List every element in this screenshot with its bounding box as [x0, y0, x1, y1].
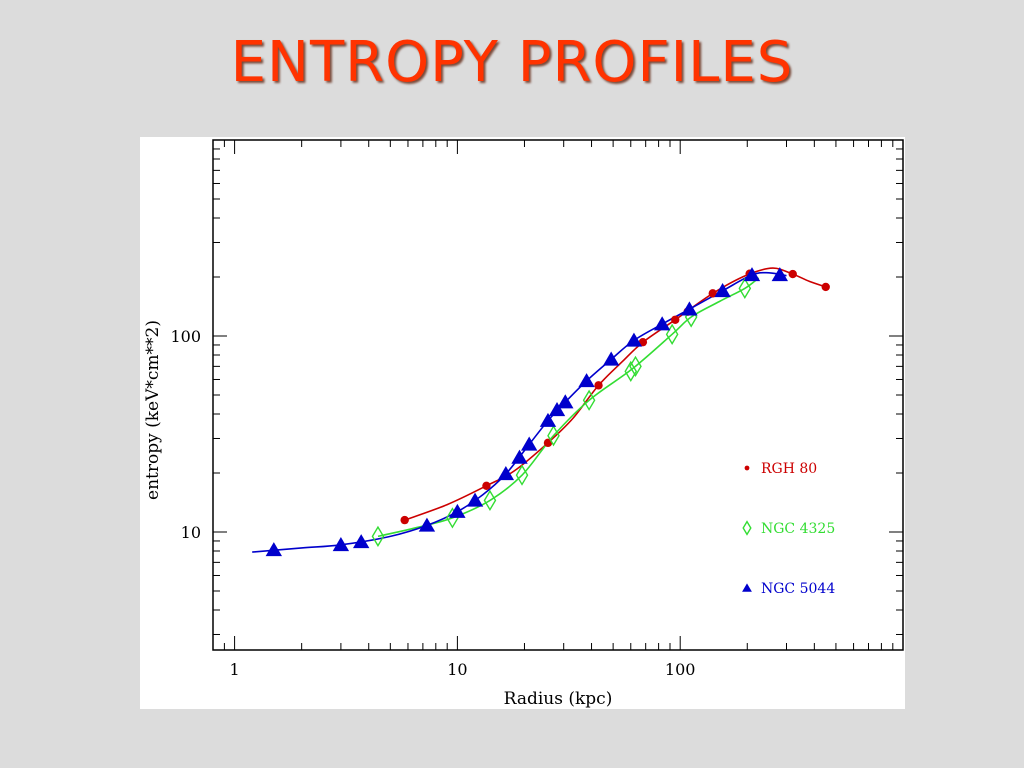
- x-tick-label: 10: [447, 660, 467, 679]
- data-point-ngc-5044: [602, 351, 620, 366]
- data-point-ngc-5044: [771, 267, 789, 282]
- series-line-rgh-80: [404, 267, 826, 521]
- data-point-rgh-80: [400, 515, 409, 525]
- data-point-rgh-80: [638, 337, 648, 347]
- data-point-ngc-5044: [520, 436, 538, 451]
- legend-marker-rgh-80: [744, 465, 750, 471]
- data-point-ngc-5044: [714, 283, 731, 298]
- data-point-ngc-5044: [332, 537, 350, 552]
- data-point-ngc-5044: [557, 394, 574, 409]
- x-tick-label: 100: [665, 660, 696, 679]
- data-point-ngc-4325: [582, 389, 596, 411]
- data-point-ngc-4325: [738, 277, 752, 300]
- data-point-ngc-5044: [578, 373, 595, 388]
- series-line-ngc-5044: [252, 271, 787, 553]
- data-point-rgh-80: [821, 282, 830, 292]
- data-point-ngc-4325: [629, 355, 642, 378]
- data-point-rgh-80: [788, 269, 797, 279]
- data-point-ngc-5044: [653, 316, 671, 331]
- data-point-ngc-5044: [743, 267, 761, 282]
- legend-marker-ngc-5044: [742, 583, 752, 592]
- legend: RGH 80 NGC 4325 NGC 5044: [742, 461, 835, 597]
- data-point-ngc-4325: [665, 323, 679, 345]
- series-curves: [252, 267, 826, 553]
- data-point-rgh-80: [543, 438, 553, 448]
- entropy-profile-chart: 1 10 100 10 100 Radius (kpc) entropy (keV*cm…: [143, 139, 904, 709]
- data-point-rgh-80: [482, 481, 491, 491]
- data-point-ngc-5044: [511, 449, 528, 464]
- series-line-ngc-4325: [377, 277, 760, 538]
- series-markers: [265, 267, 830, 557]
- data-point-ngc-5044: [681, 301, 698, 316]
- legend-label-ngc-5044: NGC 5044: [761, 581, 835, 597]
- y-axis-title: entropy (keV*cm**2): [143, 320, 163, 500]
- data-point-rgh-80: [671, 315, 680, 324]
- legend-label-rgh-80: RGH 80: [761, 461, 817, 477]
- data-point-ngc-5044: [352, 534, 370, 549]
- chart-panel: 1 10 100 10 100 Radius (kpc) entropy (keV*cm…: [140, 137, 905, 709]
- axis-tick-labels: 1 10 100 10 100: [170, 327, 695, 679]
- y-tick-label: 100: [170, 327, 201, 346]
- data-point-ngc-4325: [547, 425, 560, 447]
- data-point-ngc-5044: [548, 402, 566, 417]
- data-point-ngc-5044: [625, 332, 643, 347]
- legend-marker-ngc-4325: [742, 520, 752, 536]
- data-point-ngc-4325: [624, 360, 638, 383]
- data-point-ngc-5044: [466, 492, 484, 507]
- y-tick-label: 10: [181, 523, 201, 542]
- data-point-ngc-5044: [418, 517, 436, 532]
- axis-ticks: [212, 139, 904, 650]
- data-point-ngc-4325: [483, 489, 497, 512]
- data-point-rgh-80: [594, 381, 603, 390]
- data-point-ngc-5044: [265, 542, 283, 557]
- data-point-ngc-4325: [515, 464, 529, 486]
- plot-frame: [212, 139, 904, 651]
- data-point-ngc-4325: [371, 525, 385, 548]
- data-point-ngc-5044: [497, 466, 515, 481]
- x-tick-label: 1: [229, 660, 239, 679]
- data-point-ngc-5044: [539, 412, 557, 427]
- legend-label-ngc-4325: NGC 4325: [761, 521, 835, 537]
- data-point-rgh-80: [708, 289, 717, 298]
- slide-title: ENTROPY PROFILES: [230, 30, 794, 95]
- x-axis-title: Radius (kpc): [504, 689, 613, 709]
- data-point-ngc-5044: [449, 503, 466, 518]
